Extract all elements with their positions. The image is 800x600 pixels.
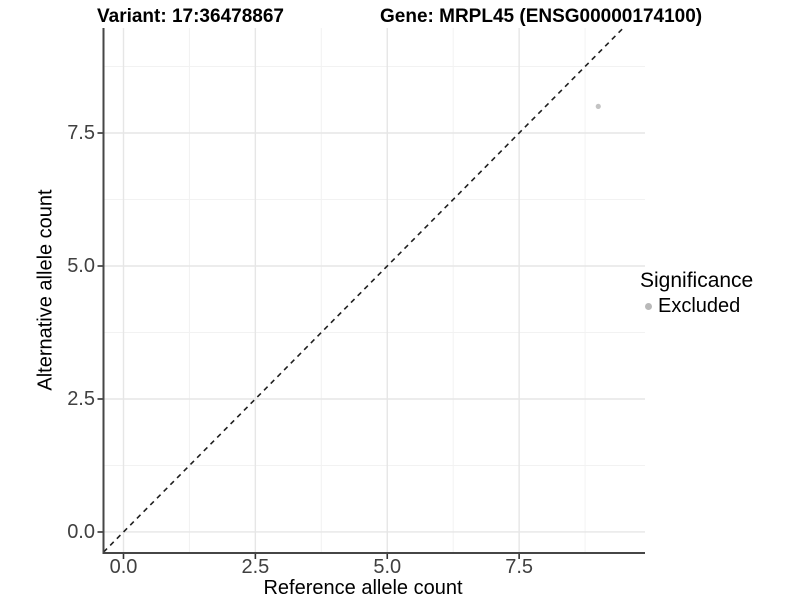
y-tick-label: 2.5 bbox=[67, 387, 95, 410]
x-tick-label: 5.0 bbox=[373, 556, 402, 578]
plot-title-gene: Gene: MRPL45 (ENSG00000174100) bbox=[380, 6, 703, 27]
legend-title: Significance bbox=[640, 269, 754, 292]
legend: Significance Excluded bbox=[640, 268, 753, 318]
axis-lines bbox=[102, 28, 645, 554]
x-axis-title: Reference allele count bbox=[263, 577, 463, 599]
identity-reference-line bbox=[102, 27, 624, 553]
x-tick-label: 2.5 bbox=[241, 556, 270, 578]
axis-tick-marks bbox=[97, 132, 520, 559]
plot-title-variant: Variant: 17:36478867 bbox=[97, 6, 284, 27]
y-tick-label: 0.0 bbox=[67, 520, 95, 543]
legend-item-label: Excluded bbox=[658, 294, 741, 317]
y-tick-label: 5.0 bbox=[67, 255, 95, 277]
x-tick-label: 0.0 bbox=[109, 556, 138, 578]
y-axis-title: Alternative allele count bbox=[34, 189, 57, 391]
data-points bbox=[595, 103, 601, 110]
x-tick-label: 7.5 bbox=[505, 556, 534, 578]
data-point bbox=[595, 103, 601, 110]
excluded-marker-dot-icon bbox=[645, 302, 652, 310]
major-gridlines bbox=[103, 28, 645, 553]
legend-item-excluded: Excluded bbox=[640, 294, 753, 318]
y-tick-label: 7.5 bbox=[67, 122, 95, 144]
minor-gridlines bbox=[103, 28, 645, 553]
